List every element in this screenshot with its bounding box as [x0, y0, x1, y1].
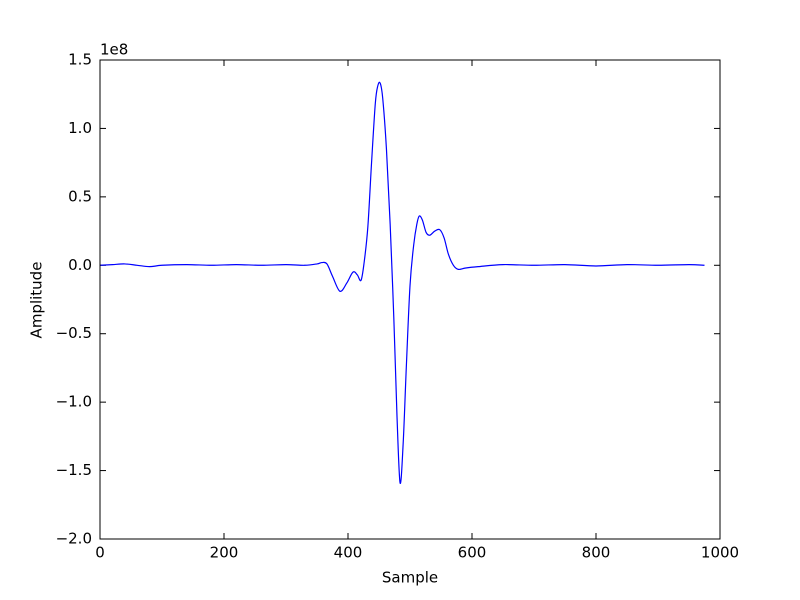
- data-line: [99, 81, 705, 484]
- x-tick-label: 200: [210, 544, 239, 562]
- plot-frame: [99, 59, 721, 540]
- y-tick-label: 0.5: [68, 187, 92, 205]
- y-tick-label: −0.5: [56, 324, 92, 342]
- x-tick-label: 0: [95, 544, 105, 562]
- x-tick-label: 800: [582, 544, 611, 562]
- y-tick-label: −1.5: [56, 461, 92, 479]
- y-offset-label: 1e8: [100, 41, 128, 59]
- y-tick-label: −2.0: [56, 530, 92, 548]
- x-tick-label: 600: [458, 544, 487, 562]
- y-tick-label: 1.0: [68, 119, 92, 137]
- x-tick-label: 1000: [701, 544, 739, 562]
- x-axis-label: Sample: [382, 569, 438, 587]
- x-tick-label: 400: [334, 544, 363, 562]
- y-tick-label: −1.0: [56, 393, 92, 411]
- y-tick-label: 1.5: [68, 51, 92, 69]
- y-tick-label: 0.0: [68, 256, 92, 274]
- y-axis-label: Amplitude: [28, 262, 46, 339]
